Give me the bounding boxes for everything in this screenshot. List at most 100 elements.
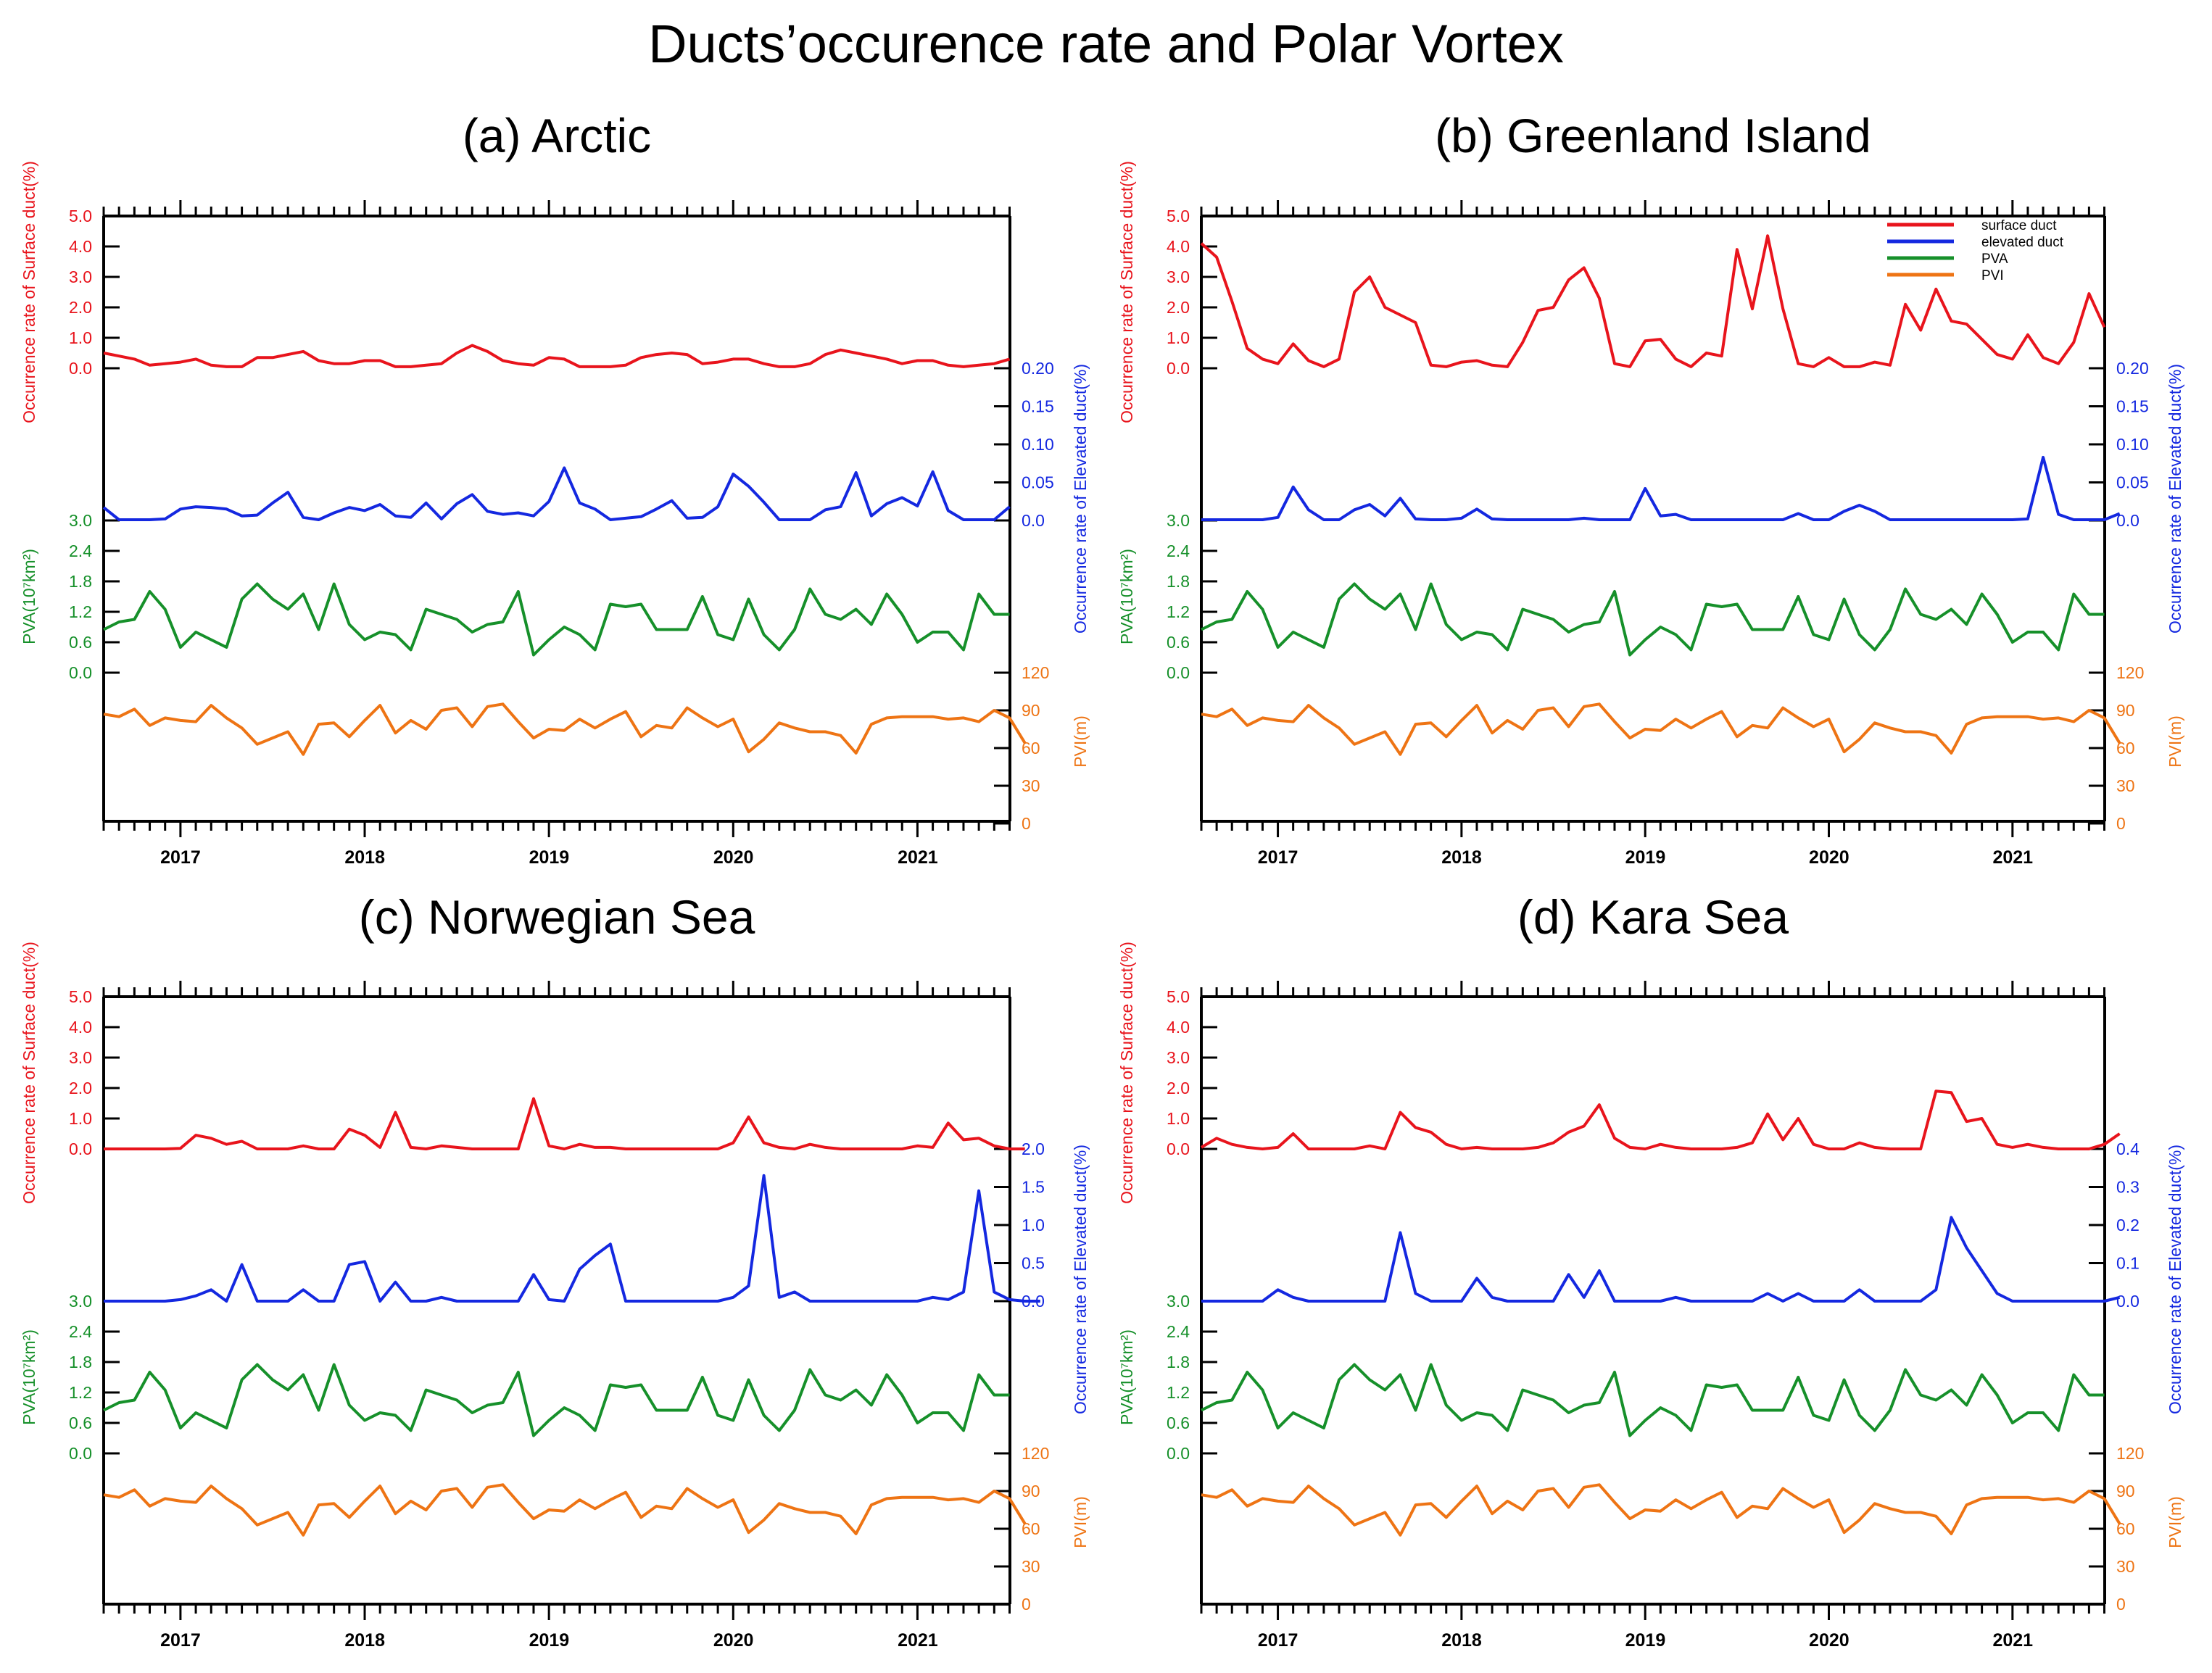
y-axis-label-pvi: PVI(m) [2166, 715, 2184, 768]
y-tick-label-pvi: 0 [2116, 1595, 2126, 1614]
y-axis-label-pvi: PVI(m) [1071, 1496, 1090, 1548]
y-tick-label-pva: 3.0 [69, 1292, 92, 1311]
y-tick-label-elevated: 0.4 [2116, 1139, 2139, 1158]
y-tick-label-surface: 2.0 [1167, 298, 1190, 317]
y-tick-label-pva: 1.2 [1167, 1383, 1190, 1402]
x-tick-label: 2018 [1441, 847, 1482, 868]
y-tick-label-pvi: 0 [2116, 814, 2126, 833]
y-tick-label-pva: 0.6 [69, 633, 92, 652]
y-tick-label-surface: 5.0 [69, 987, 92, 1006]
y-tick-label-elevated: 0.20 [2116, 359, 2149, 378]
x-tick-label: 2021 [1992, 1630, 2033, 1651]
y-tick-label-surface: 4.0 [1167, 1018, 1190, 1037]
y-tick-label-pva: 0.0 [69, 1444, 92, 1463]
panel-title: (a) Arctic [463, 109, 651, 162]
chart-panel-3: (c) Norwegian Sea 2017 2018 2019 2020 2021 5.0… [20, 890, 1090, 1651]
panel-title: (d) Kara Sea [1517, 890, 1789, 944]
series-line-surface [103, 344, 1011, 368]
y-tick-label-pvi: 120 [1022, 1444, 1049, 1463]
y-tick-label-elevated: 0.05 [1022, 473, 1054, 492]
y-tick-label-pva: 2.4 [69, 541, 92, 560]
series-line-elevated [104, 1174, 1040, 1303]
y-tick-label-surface: 1.0 [69, 1109, 92, 1128]
y-tick-label-pva: 0.6 [1167, 633, 1190, 652]
y-tick-label-surface: 5.0 [1167, 207, 1190, 225]
y-tick-label-elevated: 0.3 [2116, 1178, 2139, 1197]
y-tick-label-surface: 4.0 [69, 237, 92, 256]
y-tick-label-pvi: 120 [2116, 663, 2144, 682]
y-tick-label-pvi: 90 [2116, 701, 2135, 720]
y-tick-label-surface: 5.0 [1167, 987, 1190, 1006]
y-tick-label-pva: 1.8 [1167, 572, 1190, 591]
x-tick-label: 2020 [1809, 1630, 1849, 1651]
y-tick-label-elevated: 1.5 [1022, 1178, 1045, 1197]
y-tick-label-elevated: 0.5 [1022, 1254, 1045, 1273]
y-axis-label-surface: Occurrence rate of Surface duct(%) [20, 161, 38, 423]
y-tick-label-elevated: 0.15 [1022, 397, 1054, 416]
y-axis-label-pva: PVA(10⁷km²) [1117, 1329, 1136, 1425]
y-tick-label-surface: 0.0 [69, 1139, 92, 1158]
y-tick-label-elevated: 0.0 [2116, 511, 2139, 530]
y-tick-label-pvi: 30 [2116, 1557, 2135, 1576]
y-tick-label-pvi: 0 [1022, 1595, 1031, 1614]
y-tick-label-pva: 2.4 [1167, 1322, 1190, 1341]
series-line-pvi [103, 702, 1027, 756]
y-axis-label-elevated: Occurrence rate of Elevated duct(%) [1071, 1145, 1090, 1414]
y-tick-label-elevated: 0.10 [2116, 435, 2149, 454]
y-tick-label-pva: 3.0 [69, 511, 92, 530]
chart-panel-4: (d) Kara Sea 2017 2018 2019 2020 2021 5.0 4.0 3.… [1117, 890, 2184, 1651]
y-tick-label-surface: 4.0 [1167, 237, 1190, 256]
y-tick-label-pva: 1.2 [69, 602, 92, 621]
y-axis-label-pvi: PVI(m) [2166, 1496, 2184, 1548]
figure-title: Ducts’occurence rate and Polar Vortex [648, 14, 1564, 74]
y-tick-label-pva: 0.6 [1167, 1413, 1190, 1432]
y-tick-label-pvi: 90 [1022, 701, 1040, 720]
y-tick-label-pvi: 120 [2116, 1444, 2144, 1463]
y-tick-label-pva: 3.0 [1167, 511, 1190, 530]
x-tick-label: 2018 [344, 847, 385, 868]
y-tick-label-pvi: 0 [1022, 814, 1031, 833]
y-tick-label-surface: 1.0 [1167, 1109, 1190, 1128]
y-tick-label-surface: 2.0 [69, 1079, 92, 1097]
chart-panel-2: (b) Greenland Island 2017 2018 2019 2020 2021… [1117, 109, 2184, 868]
x-tick-label: 2019 [1625, 1630, 1666, 1651]
x-tick-label: 2019 [529, 847, 570, 868]
y-tick-label-pva: 0.0 [1167, 1444, 1190, 1463]
series-line-surface [1200, 1089, 2121, 1150]
y-tick-label-pva: 1.8 [1167, 1353, 1190, 1371]
y-tick-label-pva: 2.4 [1167, 541, 1190, 560]
legend-label: elevated duct [1981, 235, 2064, 250]
y-axis-label-pva: PVA(10⁷km²) [1117, 549, 1136, 644]
series-line-pva [103, 582, 1010, 657]
series-line-elevated [102, 466, 1011, 521]
legend-label: PVA [1981, 252, 2008, 267]
y-tick-label-surface: 5.0 [69, 207, 92, 225]
legend-label: surface duct [1981, 218, 2057, 233]
y-tick-label-pvi: 90 [2116, 1482, 2135, 1500]
y-tick-label-elevated: 0.1 [2116, 1254, 2139, 1273]
y-axis-label-surface: Occurrence rate of Surface duct(%) [1117, 161, 1136, 423]
y-tick-label-surface: 1.0 [1167, 328, 1190, 347]
y-axis-label-elevated: Occurrence rate of Elevated duct(%) [1071, 364, 1090, 634]
x-tick-label: 2021 [898, 847, 938, 868]
y-tick-label-pva: 1.8 [69, 572, 92, 591]
series-line-surface [1200, 234, 2106, 368]
y-tick-label-elevated: 0.2 [2116, 1216, 2139, 1234]
y-tick-label-surface: 0.0 [1167, 1139, 1190, 1158]
y-tick-label-surface: 2.0 [69, 298, 92, 317]
y-tick-label-elevated: 0.20 [1022, 359, 1054, 378]
x-tick-label: 2017 [160, 847, 201, 868]
x-tick-label: 2019 [1625, 847, 1666, 868]
series-line-pvi [103, 1483, 1027, 1537]
series-line-pvi [1201, 702, 2121, 756]
y-tick-label-pva: 1.2 [69, 1383, 92, 1402]
y-axis-label-elevated: Occurrence rate of Elevated duct(%) [2166, 364, 2184, 634]
y-tick-label-elevated: 1.0 [1022, 1216, 1045, 1234]
y-tick-label-surface: 0.0 [1167, 359, 1190, 378]
y-tick-label-pva: 2.4 [69, 1322, 92, 1341]
y-tick-label-pva: 3.0 [1167, 1292, 1190, 1311]
y-tick-label-pva: 1.8 [69, 1353, 92, 1371]
y-axis-label-elevated: Occurrence rate of Elevated duct(%) [2166, 1145, 2184, 1414]
x-tick-label: 2021 [898, 1630, 938, 1651]
